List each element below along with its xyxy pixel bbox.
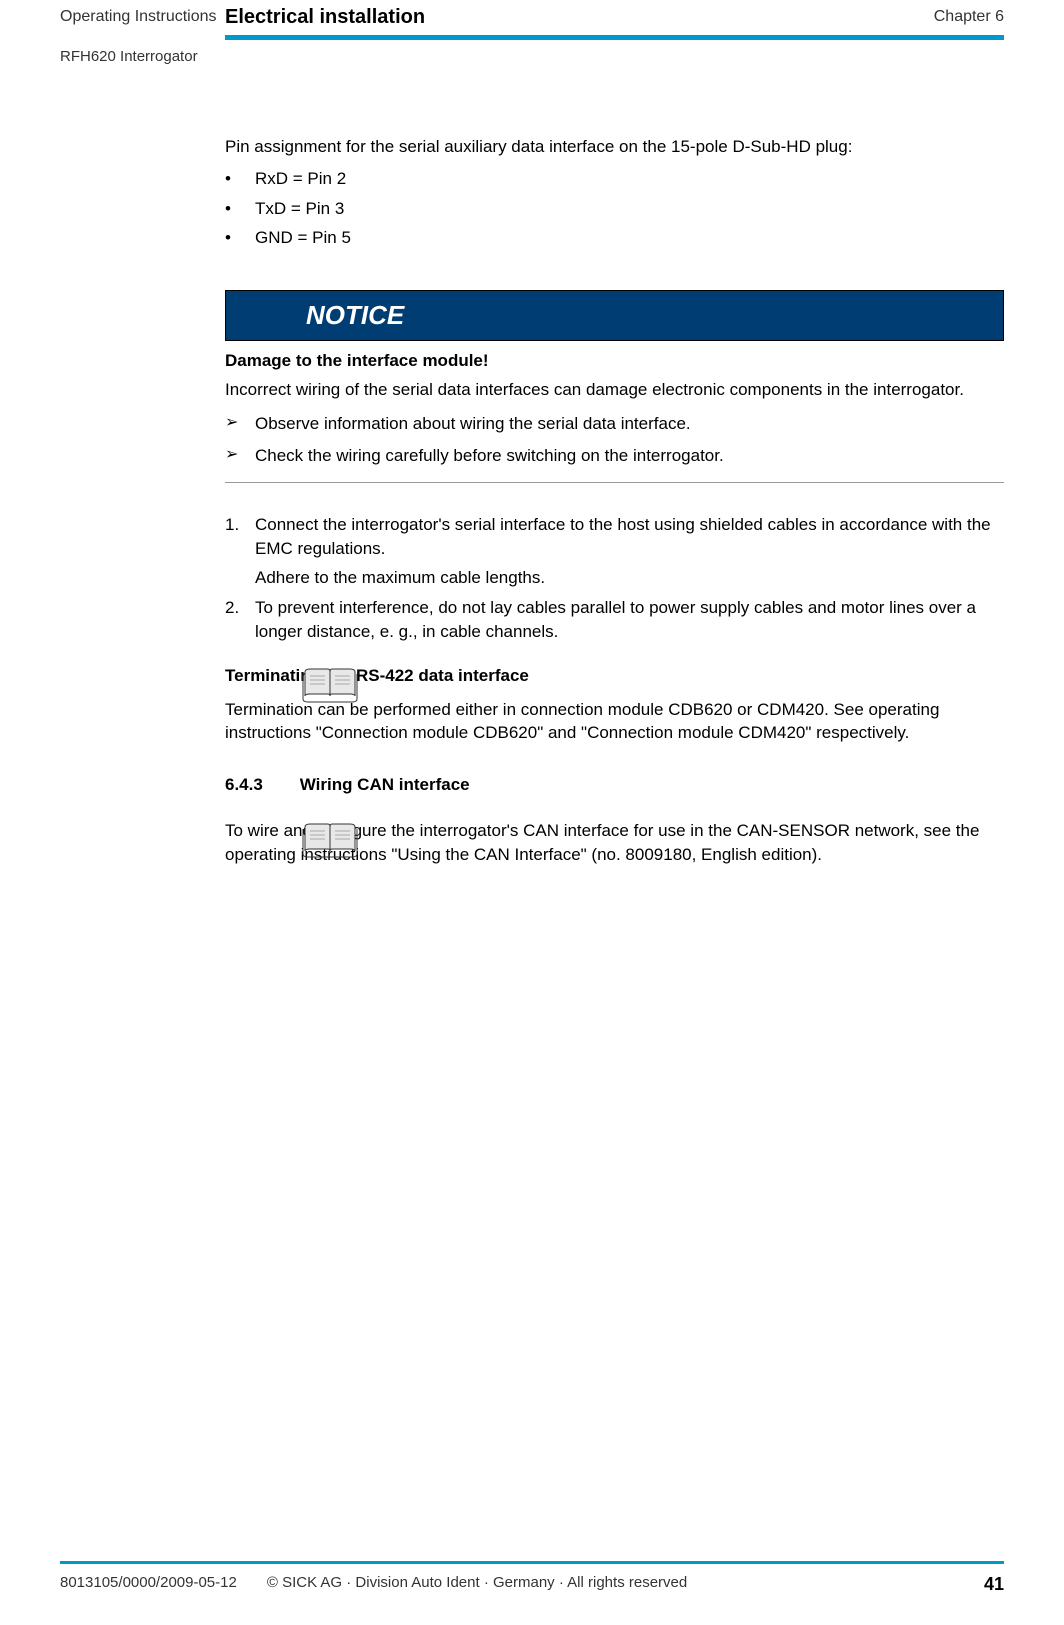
chapter-title: Electrical installation bbox=[225, 6, 425, 29]
doc-type-label: Operating Instructions bbox=[60, 8, 217, 26]
divider bbox=[225, 482, 1004, 483]
list-item: 2. To prevent interference, do not lay c… bbox=[225, 596, 1004, 644]
header-underline bbox=[225, 35, 1004, 40]
footer-content: 8013105/0000/2009-05-12 © SICK AG · Divi… bbox=[60, 1574, 1004, 1595]
page-header: Operating Instructions Electrical instal… bbox=[0, 0, 1064, 65]
footer-line bbox=[60, 1561, 1004, 1564]
step-content: To prevent interference, do not lay cabl… bbox=[255, 596, 1004, 644]
instruction-text: Check the wiring carefully before switch… bbox=[255, 444, 724, 468]
book-icon bbox=[300, 664, 360, 704]
bullet-icon: • bbox=[225, 167, 255, 191]
list-item: ➢Observe information about wiring the se… bbox=[225, 412, 1004, 436]
notice-title: Damage to the interface module! bbox=[225, 349, 1004, 373]
rs422-text: Termination can be performed either in c… bbox=[225, 698, 1004, 746]
rs422-section: Terminating the RS-422 data interface Te… bbox=[225, 664, 1004, 745]
chapter-label: Chapter 6 bbox=[934, 8, 1004, 26]
arrow-icon: ➢ bbox=[225, 412, 255, 436]
step-number: 1. bbox=[225, 513, 255, 590]
footer-left: 8013105/0000/2009-05-12 © SICK AG · Divi… bbox=[60, 1574, 687, 1595]
page-footer: 8013105/0000/2009-05-12 © SICK AG · Divi… bbox=[0, 1561, 1064, 1625]
notice-instructions: ➢Observe information about wiring the se… bbox=[225, 412, 1004, 468]
step-subtext: Adhere to the maximum cable lengths. bbox=[255, 566, 1004, 590]
arrow-icon: ➢ bbox=[225, 444, 255, 468]
notice-text: Incorrect wiring of the serial data inte… bbox=[225, 378, 1004, 402]
list-item: •TxD = Pin 3 bbox=[225, 197, 1004, 221]
step-number: 2. bbox=[225, 596, 255, 644]
list-item: ➢Check the wiring carefully before switc… bbox=[225, 444, 1004, 468]
page: Operating Instructions Electrical instal… bbox=[0, 0, 1064, 1625]
steps-list: 1. Connect the interrogator's serial int… bbox=[225, 513, 1004, 644]
list-item: •RxD = Pin 2 bbox=[225, 167, 1004, 191]
bullet-icon: • bbox=[225, 197, 255, 221]
list-item: •GND = Pin 5 bbox=[225, 226, 1004, 250]
doc-id: 8013105/0000/2009-05-12 bbox=[60, 1574, 237, 1595]
main-content: Pin assignment for the serial auxiliary … bbox=[225, 65, 1004, 867]
section-number: 6.4.3 bbox=[225, 773, 295, 797]
step-text: To prevent interference, do not lay cabl… bbox=[255, 598, 976, 641]
step-text: Connect the interrogator's serial interf… bbox=[255, 515, 991, 558]
header-top-row: Operating Instructions Electrical instal… bbox=[60, 8, 1004, 30]
product-name: RFH620 Interrogator bbox=[60, 48, 1004, 65]
notice-banner: NOTICE bbox=[225, 290, 1004, 340]
step-content: Connect the interrogator's serial interf… bbox=[255, 513, 1004, 590]
section-heading: 6.4.3 Wiring CAN interface bbox=[225, 773, 1004, 797]
list-item: 1. Connect the interrogator's serial int… bbox=[225, 513, 1004, 590]
section-title: Wiring CAN interface bbox=[300, 775, 470, 794]
page-number: 41 bbox=[984, 1574, 1004, 1595]
pin-text: RxD = Pin 2 bbox=[255, 167, 346, 191]
can-section: To wire and configure the interrogator's… bbox=[225, 819, 1004, 867]
bullet-icon: • bbox=[225, 226, 255, 250]
pin-text: TxD = Pin 3 bbox=[255, 197, 344, 221]
intro-paragraph: Pin assignment for the serial auxiliary … bbox=[225, 135, 1004, 159]
instruction-text: Observe information about wiring the ser… bbox=[255, 412, 691, 436]
pin-assignment-list: •RxD = Pin 2 •TxD = Pin 3 •GND = Pin 5 bbox=[225, 167, 1004, 250]
pin-text: GND = Pin 5 bbox=[255, 226, 351, 250]
copyright: © SICK AG · Division Auto Ident · German… bbox=[267, 1574, 687, 1595]
book-icon bbox=[300, 819, 360, 859]
